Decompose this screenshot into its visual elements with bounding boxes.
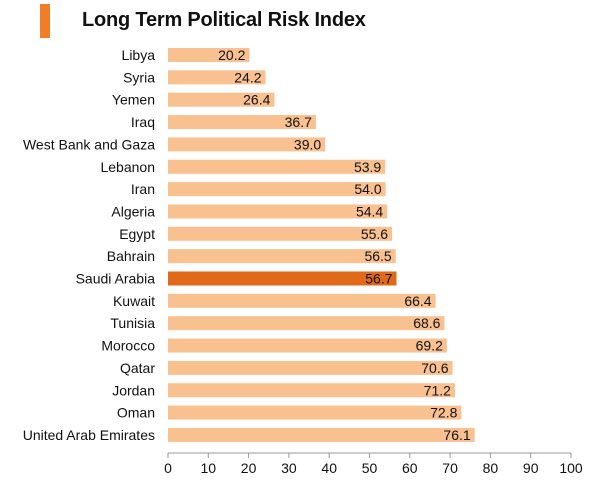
bar xyxy=(168,159,386,174)
bar xyxy=(168,92,275,107)
chart-title: Long Term Political Risk Index xyxy=(82,9,366,31)
category-label: Qatar xyxy=(120,360,155,376)
bar xyxy=(168,226,393,241)
category-label: Bahrain xyxy=(107,248,155,264)
data-label: 26.4 xyxy=(243,92,270,108)
category-label: West Bank and Gaza xyxy=(23,136,155,152)
bar xyxy=(168,137,326,152)
category-label: Saudi Arabia xyxy=(76,271,156,287)
category-label: Kuwait xyxy=(113,293,155,309)
category-label: Oman xyxy=(117,405,155,421)
x-tick-label: 30 xyxy=(281,460,297,476)
data-label: 72.8 xyxy=(430,405,457,421)
category-label: Iraq xyxy=(131,114,155,130)
data-label: 24.2 xyxy=(234,69,261,85)
title-accent-bar xyxy=(40,4,50,38)
x-tick-label: 80 xyxy=(483,460,499,476)
chart-header: Long Term Political Risk Index xyxy=(40,4,600,38)
data-label: 20.2 xyxy=(218,47,245,63)
data-label: 54.4 xyxy=(356,203,383,219)
bar xyxy=(168,338,447,353)
data-label: 66.4 xyxy=(404,293,431,309)
data-label: 56.5 xyxy=(364,248,391,264)
data-label: 39.0 xyxy=(294,136,321,152)
x-tick-label: 20 xyxy=(241,460,257,476)
data-label: 70.6 xyxy=(421,360,448,376)
category-label: Egypt xyxy=(119,226,155,242)
x-tick-label: 10 xyxy=(201,460,217,476)
bar xyxy=(168,48,250,62)
data-label: 36.7 xyxy=(285,114,312,130)
data-label: 53.9 xyxy=(354,159,381,175)
bar xyxy=(168,427,475,442)
category-label: United Arab Emirates xyxy=(23,427,155,443)
x-tick-label: 90 xyxy=(523,460,539,476)
data-label: 56.7 xyxy=(365,271,392,287)
category-label: Yemen xyxy=(112,92,155,108)
x-tick-label: 60 xyxy=(402,460,418,476)
x-axis-ticks-group: 0 10 20 30 40 50 60 70 80 90 100 xyxy=(164,453,583,476)
category-label: Syria xyxy=(123,69,155,85)
data-label: 71.2 xyxy=(424,382,451,398)
value-labels-group: 20.2 24.2 26.4 36.7 39.0 53.9 54.0 54.4 55.6 56.5… xyxy=(218,47,471,443)
category-label: Iran xyxy=(131,181,155,197)
bar xyxy=(168,70,266,85)
bar xyxy=(168,316,445,331)
x-tick-label: 100 xyxy=(559,460,583,476)
bar xyxy=(168,249,396,264)
bar xyxy=(168,405,462,420)
bar xyxy=(168,204,388,219)
bar xyxy=(168,383,455,398)
bar xyxy=(168,182,386,197)
category-label: Lebanon xyxy=(100,159,155,175)
bars-group xyxy=(168,48,475,442)
category-label: Jordan xyxy=(112,382,155,398)
data-label: 69.2 xyxy=(416,338,443,354)
category-label: Morocco xyxy=(101,338,155,354)
x-tick-label: 70 xyxy=(442,460,458,476)
category-label: Tunisia xyxy=(110,315,155,331)
data-label: 68.6 xyxy=(413,315,440,331)
x-tick-label: 50 xyxy=(362,460,378,476)
x-tick-label: 0 xyxy=(164,460,172,476)
category-labels-group: Libya Syria Yemen Iraq West Bank and Gaza Leb… xyxy=(23,47,156,443)
bar xyxy=(168,360,453,375)
x-tick-label: 40 xyxy=(321,460,337,476)
bar-highlighted xyxy=(168,271,397,286)
category-label: Libya xyxy=(122,47,156,63)
category-label: Algeria xyxy=(111,203,155,219)
data-label: 76.1 xyxy=(443,427,470,443)
data-label: 55.6 xyxy=(361,226,388,242)
data-label: 54.0 xyxy=(354,181,381,197)
bar xyxy=(168,293,436,308)
bar xyxy=(168,115,316,130)
